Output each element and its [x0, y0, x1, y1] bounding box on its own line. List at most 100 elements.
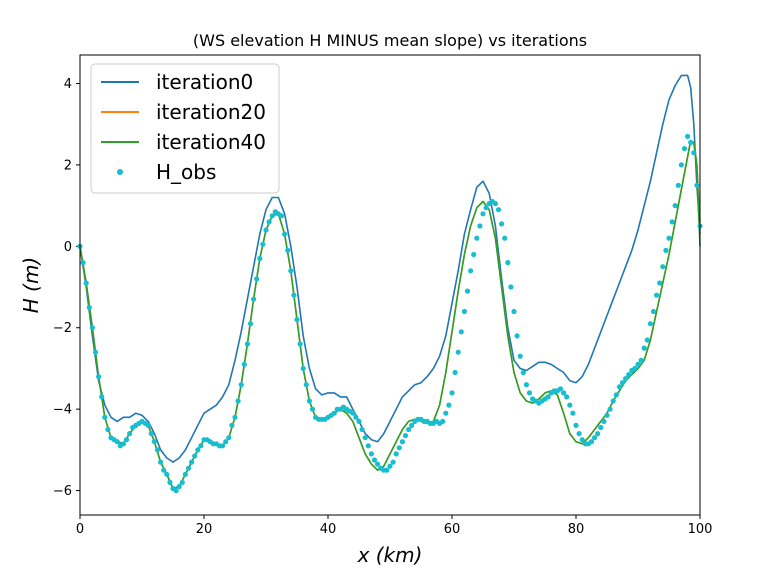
obs-point	[483, 205, 489, 211]
obs-point	[257, 255, 263, 262]
obs-point	[505, 260, 511, 266]
obs-point	[158, 459, 164, 465]
obs-point	[96, 374, 102, 380]
obs-point	[458, 329, 464, 335]
obs-point	[285, 247, 291, 253]
obs-point	[226, 435, 232, 441]
obs-point	[232, 414, 238, 420]
obs-point	[164, 471, 170, 477]
obs-point	[167, 479, 173, 485]
y-tick-label: 4	[64, 77, 72, 92]
obs-point	[303, 382, 309, 388]
obs-point	[396, 445, 402, 451]
chart-title: (WS elevation H MINUS mean slope) vs ite…	[193, 31, 587, 50]
obs-point	[362, 435, 368, 441]
obs-point	[223, 439, 229, 445]
obs-point	[359, 426, 365, 433]
obs-point	[154, 447, 161, 453]
y-tick-label: 2	[64, 158, 72, 173]
obs-point	[443, 410, 449, 416]
obs-point	[588, 439, 595, 445]
obs-point	[387, 463, 393, 469]
obs-point	[282, 231, 288, 237]
obs-point	[610, 398, 616, 404]
obs-point	[375, 461, 381, 467]
obs-point	[480, 211, 486, 217]
obs-point	[80, 260, 86, 266]
obs-point	[477, 223, 483, 229]
obs-point	[604, 412, 610, 418]
obs-point	[523, 382, 530, 388]
obs-point	[176, 483, 182, 490]
obs-point	[402, 433, 409, 439]
obs-point	[83, 280, 89, 286]
obs-point	[517, 353, 523, 359]
legend-label: iteration40	[156, 130, 266, 154]
obs-point	[247, 321, 254, 327]
obs-point	[449, 390, 455, 396]
obs-point	[579, 437, 585, 443]
series-points-H_obs	[77, 133, 703, 494]
obs-point	[238, 382, 244, 388]
obs-point	[635, 361, 641, 367]
obs-point	[89, 325, 95, 331]
obs-point	[474, 235, 480, 241]
obs-point	[644, 337, 650, 343]
obs-point	[173, 488, 179, 494]
obs-point	[179, 479, 185, 485]
obs-point	[102, 414, 108, 420]
obs-point	[691, 150, 697, 156]
obs-point	[511, 308, 517, 315]
obs-point	[461, 308, 467, 315]
obs-point	[92, 349, 99, 355]
obs-point	[105, 426, 111, 433]
obs-point	[353, 414, 359, 420]
obs-point	[393, 451, 399, 457]
obs-point	[619, 380, 626, 386]
y-tick-label: −4	[53, 403, 72, 418]
obs-point	[455, 349, 461, 355]
obs-point	[468, 268, 474, 274]
legend-label: H_obs	[156, 160, 216, 184]
obs-point	[309, 406, 316, 412]
obs-point	[452, 369, 458, 376]
obs-point	[502, 235, 508, 241]
obs-point	[641, 345, 647, 351]
obs-point	[294, 317, 300, 323]
obs-point	[151, 439, 157, 445]
obs-point	[526, 390, 533, 396]
legend-label: iteration0	[156, 70, 253, 94]
obs-point	[672, 203, 678, 209]
obs-point	[626, 372, 632, 378]
x-tick-label: 0	[76, 522, 84, 537]
obs-point	[195, 447, 201, 453]
obs-point	[371, 457, 378, 463]
obs-point	[595, 431, 601, 437]
obs-point	[471, 251, 477, 258]
obs-point	[623, 376, 629, 382]
obs-point	[182, 471, 188, 477]
obs-point	[123, 437, 130, 443]
obs-point	[657, 280, 663, 286]
series-line-iteration0	[79, 74, 701, 463]
obs-point	[306, 398, 312, 404]
obs-point	[161, 467, 167, 473]
obs-point	[561, 390, 567, 396]
obs-point	[86, 304, 92, 310]
obs-point	[220, 443, 226, 449]
obs-point	[260, 241, 266, 247]
obs-point	[269, 213, 275, 219]
obs-point	[356, 418, 362, 424]
obs-point	[638, 357, 644, 363]
obs-point	[508, 284, 514, 290]
obs-point	[607, 406, 613, 412]
obs-point	[198, 443, 204, 449]
obs-point	[409, 422, 415, 428]
obs-point	[300, 365, 306, 372]
obs-point	[229, 422, 235, 428]
obs-point	[564, 394, 570, 400]
obs-point	[288, 268, 294, 274]
obs-point	[440, 418, 446, 424]
obs-point	[694, 182, 700, 188]
obs-point	[350, 410, 356, 416]
